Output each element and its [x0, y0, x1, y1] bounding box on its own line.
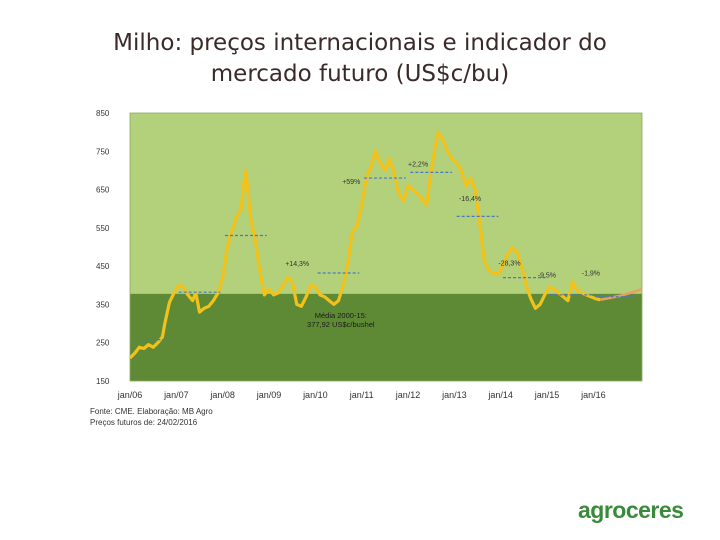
source-line: Fonte: CME. Elaboração: MB Agro [90, 407, 213, 416]
x-tick-label: jan/10 [302, 390, 328, 400]
y-tick-label: 550 [96, 224, 110, 233]
plot-area-below-average [130, 293, 642, 381]
chart-title-line-2: mercado futuro (US$c/bu) [210, 61, 510, 87]
agroceres-logo: agroceres [578, 497, 684, 523]
variation-label: +2,2% [408, 162, 428, 169]
futures-price-line [600, 287, 643, 302]
average-label: 377,92 US$c/bushel [307, 320, 375, 329]
source-note: Fonte: CME. Elaboração: MB Agro Preços f… [90, 406, 213, 428]
x-tick-label: jan/06 [117, 390, 143, 400]
y-tick-label: 250 [96, 339, 110, 348]
x-tick-label: jan/12 [395, 390, 421, 400]
plot-border [129, 112, 643, 382]
x-tick-label: jan/11 [349, 390, 374, 400]
x-tick-label: jan/09 [256, 390, 282, 400]
futures-date-line: Preços futuros de: 24/02/2016 [90, 418, 198, 427]
variation-label: -9,5% [538, 273, 556, 280]
variation-label: -16,4% [459, 196, 481, 203]
y-tick-label: 150 [96, 377, 110, 386]
x-tick-label: jan/16 [580, 390, 606, 400]
x-tick-label: jan/08 [209, 390, 235, 400]
y-tick-label: 650 [96, 186, 110, 195]
x-tick-label: jan/13 [441, 390, 467, 400]
y-tick-label: 350 [96, 300, 110, 309]
y-tick-label: 850 [96, 109, 110, 118]
x-tick-label: jan/14 [487, 390, 513, 400]
x-tick-label: jan/07 [163, 390, 189, 400]
chart-title-line-1: Milho: preços internacionais e indicador… [113, 30, 607, 56]
chart-title: Milho: preços internacionais e indicador… [0, 28, 720, 90]
variation-label: -1,9% [582, 271, 600, 278]
x-tick-label: jan/15 [534, 390, 560, 400]
y-tick-label: 750 [96, 147, 110, 156]
plot-area-upper [130, 113, 642, 294]
average-label: Média 2000-15: [315, 311, 367, 320]
y-tick-label: 450 [96, 262, 110, 271]
variation-label: -28,3% [498, 260, 520, 267]
variation-label: +14,3% [285, 261, 309, 268]
historical-price-line [128, 130, 601, 360]
variation-label: +59% [342, 179, 360, 186]
